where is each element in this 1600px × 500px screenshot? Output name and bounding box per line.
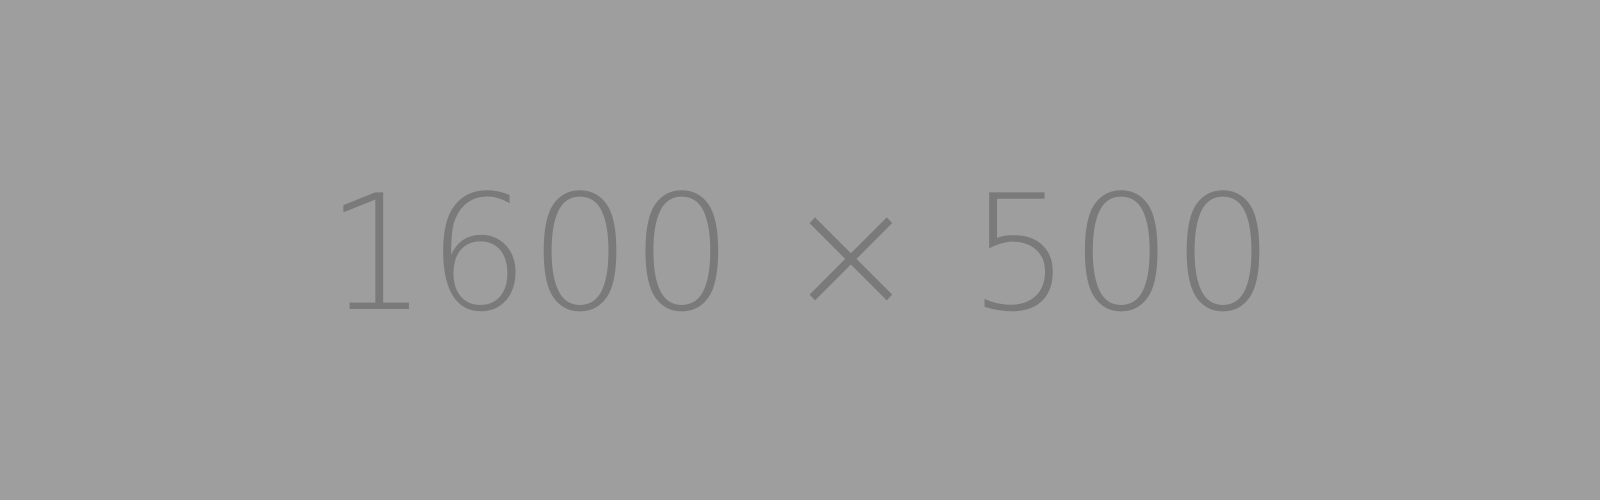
placeholder-dimensions-label: 1600 × 500 — [325, 160, 1275, 347]
